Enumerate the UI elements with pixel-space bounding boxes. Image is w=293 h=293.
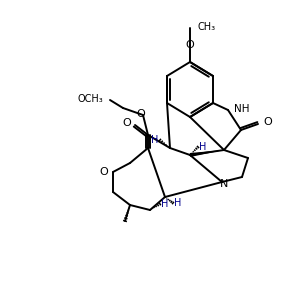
Text: H: H [199,142,207,152]
Text: H: H [174,198,182,208]
Text: O: O [263,117,272,127]
Text: O: O [99,167,108,177]
Text: H: H [151,135,159,145]
Text: O: O [186,40,194,50]
Text: OCH₃: OCH₃ [77,94,103,104]
Text: O: O [122,118,131,128]
Text: O: O [137,109,145,119]
Text: CH₃: CH₃ [198,22,216,32]
Text: NH: NH [234,104,250,114]
Text: N: N [220,179,228,189]
Text: H: H [161,199,169,209]
Polygon shape [190,150,224,157]
